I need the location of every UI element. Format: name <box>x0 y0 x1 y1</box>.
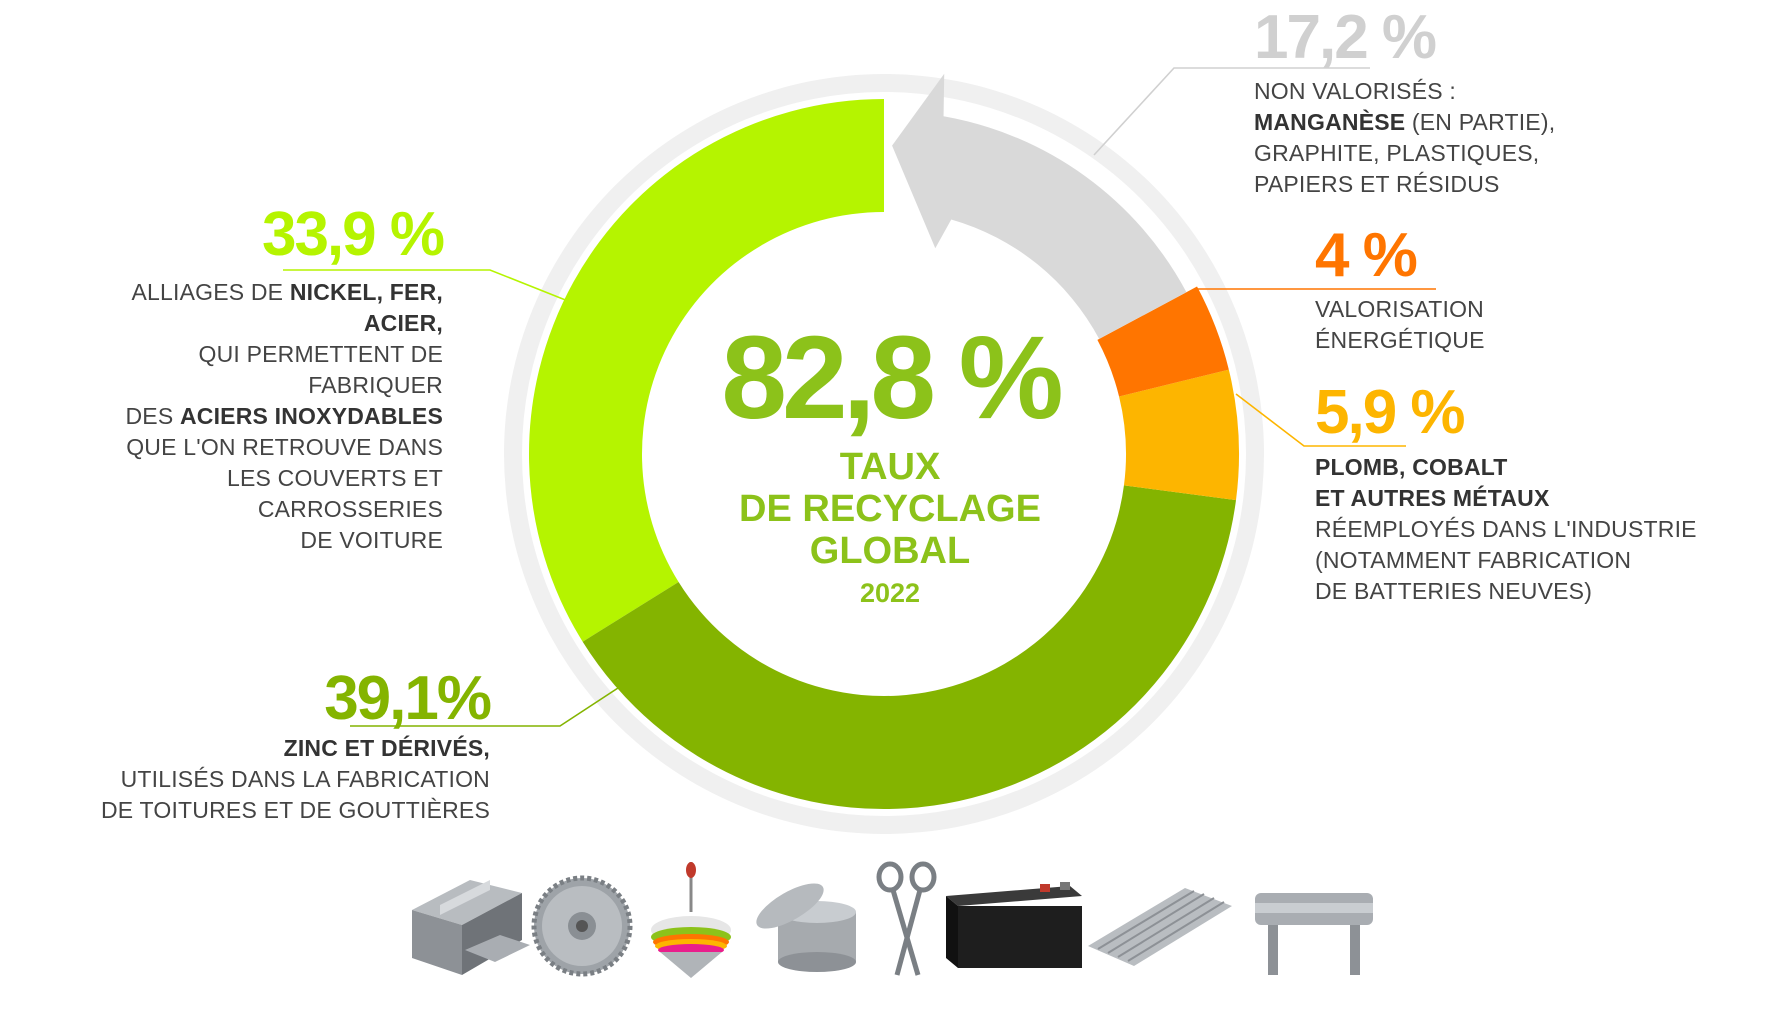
text: GRAPHITE, PLASTIQUES, <box>1254 140 1540 166</box>
leader-line-33-9 <box>283 269 574 304</box>
product-icons-row <box>412 861 1373 978</box>
metal-ingots-icon <box>412 880 530 975</box>
text: UTILISÉS DANS LA FABRICATION <box>120 766 490 792</box>
description-line: MANGANÈSE (EN PARTIE), <box>1254 107 1654 138</box>
value-label-5-9: 5,9 % <box>1315 378 1466 447</box>
description-line: ALLIAGES DE NICKEL, FER, ACIER, <box>60 277 443 339</box>
value-label-33-9: 33,9 % <box>261 200 445 269</box>
description-valorisation-energetique: VALORISATION ÉNERGÉTIQUE <box>1315 294 1615 356</box>
description-line: VALORISATION <box>1315 294 1615 325</box>
bold-text: ACIERS INOXYDABLES <box>179 403 443 429</box>
guardrail-icon <box>1255 893 1373 975</box>
description-line: ZINC ET DÉRIVÉS, <box>90 733 490 764</box>
bold-text: PLOMB, COBALT <box>1315 454 1508 480</box>
text: VALORISATION <box>1315 296 1484 322</box>
segment-non-valorises-arrow <box>892 73 1187 339</box>
text: LES COUVERTS ET CARROSSERIES <box>226 465 443 522</box>
description-line: PLOMB, COBALT <box>1315 452 1735 483</box>
bold-text: NICKEL, FER, ACIER, <box>289 279 443 336</box>
text: ÉNERGÉTIQUE <box>1315 327 1485 353</box>
tin-box-icon <box>756 883 856 972</box>
value-label-17-2: 17,2 % <box>1254 3 1437 72</box>
description-line: DE VOITURE <box>60 525 443 556</box>
description-line: QUI PERMETTENT DE FABRIQUER <box>60 339 443 401</box>
text: ALLIAGES DE <box>131 279 290 305</box>
value-label-4: 4 % <box>1315 221 1418 290</box>
description-line: ÉNERGÉTIQUE <box>1315 325 1615 356</box>
global-recycling-rate: 82,8 % <box>721 312 1063 444</box>
description-line: DE TOITURES ET DE GOUTTIÈRES <box>90 795 490 826</box>
description-line: LES COUVERTS ET CARROSSERIES <box>60 463 443 525</box>
description-line: UTILISÉS DANS LA FABRICATION <box>90 764 490 795</box>
bold-text: MANGANÈSE <box>1254 109 1406 135</box>
text: DE TOITURES ET DE GOUTTIÈRES <box>101 797 490 823</box>
description-line: RÉEMPLOYÉS DANS L'INDUSTRIE <box>1315 514 1735 545</box>
text: NON VALORISÉS : <box>1254 78 1456 104</box>
description-line: GRAPHITE, PLASTIQUES, <box>1254 138 1654 169</box>
text: DE BATTERIES NEUVES) <box>1315 578 1593 604</box>
segment-valorisation-energetique <box>1097 286 1229 397</box>
text: QUI PERMETTENT DE FABRIQUER <box>198 341 443 398</box>
global-recycling-label: TAUX DE RECYCLAGE GLOBAL <box>690 446 1090 572</box>
text: (EN PARTIE), <box>1405 109 1556 135</box>
description-line: DE BATTERIES NEUVES) <box>1315 576 1735 607</box>
text: PAPIERS ET RÉSIDUS <box>1254 171 1500 197</box>
text: DES <box>125 403 180 429</box>
description-line: ET AUTRES MÉTAUX <box>1315 483 1735 514</box>
description-non-valorises: NON VALORISÉS : MANGANÈSE (EN PARTIE), GRA… <box>1254 76 1654 200</box>
center-year: 2022 <box>859 578 921 608</box>
text: (NOTAMMENT FABRICATION <box>1315 547 1632 573</box>
donut-segments <box>529 73 1239 810</box>
center-label-line-3: GLOBAL <box>809 530 971 572</box>
description-line: (NOTAMMENT FABRICATION <box>1315 545 1735 576</box>
text: QUE L'ON RETROUVE DANS <box>126 434 443 460</box>
spinning-top-icon <box>651 862 731 978</box>
description-line: PAPIERS ET RÉSIDUS <box>1254 169 1654 200</box>
text: RÉEMPLOYÉS DANS L'INDUSTRIE <box>1315 516 1697 542</box>
leader-line-39-1 <box>350 666 651 727</box>
center-label-line-2: DE RECYCLAGE <box>739 488 1041 530</box>
circular-saw-blade-icon <box>531 875 633 977</box>
battery-icon <box>946 882 1082 968</box>
segment-zinc <box>582 485 1236 810</box>
value-label-39-1: 39,1% <box>324 664 492 733</box>
corrugated-sheet-icon <box>1088 888 1232 966</box>
leader-line-5-9 <box>1235 393 1406 447</box>
segment-plomb-cobalt <box>1119 369 1239 501</box>
bold-text: ZINC ET DÉRIVÉS, <box>283 735 490 761</box>
description-line: DES ACIERS INOXYDABLES <box>60 401 443 432</box>
segment-nickel-fer-acier <box>529 98 884 642</box>
leader-line-17-2 <box>1093 67 1370 156</box>
text: DE VOITURE <box>300 527 443 553</box>
description-nickel-fer-acier: ALLIAGES DE NICKEL, FER, ACIER, QUI PERME… <box>60 277 443 556</box>
description-line: QUE L'ON RETROUVE DANS <box>60 432 443 463</box>
description-zinc: ZINC ET DÉRIVÉS, UTILISÉS DANS LA FABRICA… <box>90 733 490 826</box>
description-line: NON VALORISÉS : <box>1254 76 1654 107</box>
bold-text: ET AUTRES MÉTAUX <box>1315 485 1550 511</box>
description-plomb-cobalt: PLOMB, COBALT ET AUTRES MÉTAUX RÉEMPLOYÉS … <box>1315 452 1735 607</box>
scissors-icon <box>876 861 937 976</box>
center-label-line-1: TAUX <box>839 446 941 488</box>
